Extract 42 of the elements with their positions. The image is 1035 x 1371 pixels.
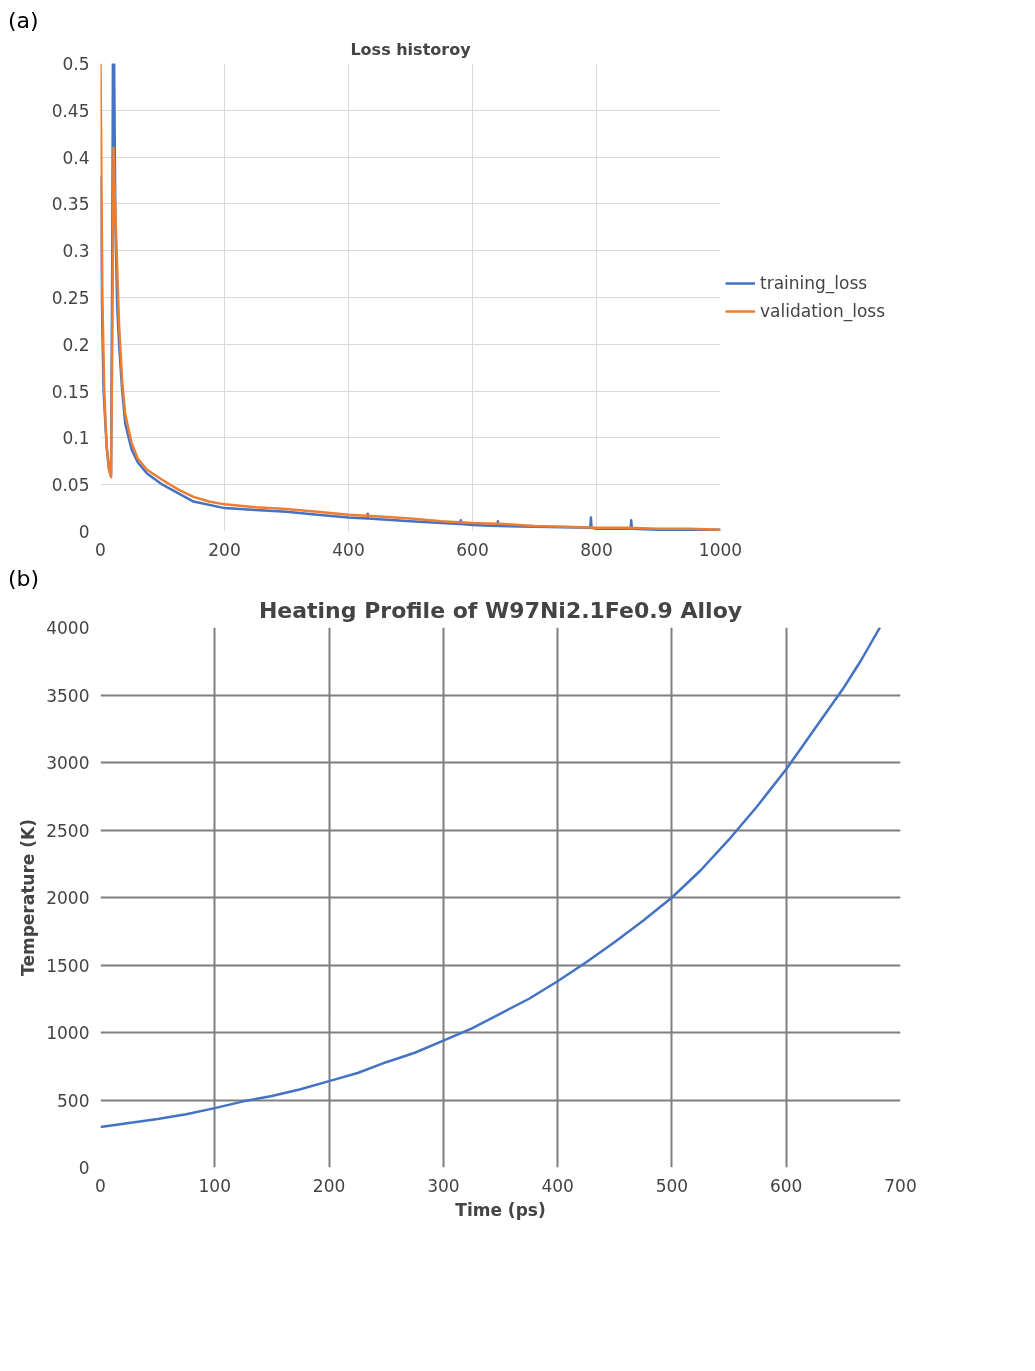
x-tick-label: 600 bbox=[456, 539, 489, 560]
x-tick-label: 200 bbox=[208, 539, 241, 560]
y-tick-label: 0 bbox=[78, 1158, 90, 1178]
y-tick-label: 0 bbox=[78, 522, 90, 542]
chart-title: Heating Profile of W97Ni2.1Fe0.9 Alloy bbox=[258, 597, 743, 623]
y-tick-label: 0.3 bbox=[62, 241, 90, 262]
x-tick-label: 400 bbox=[541, 1175, 574, 1196]
chart-title: Loss historoy bbox=[350, 39, 472, 59]
x-tick-label: 0 bbox=[95, 1175, 106, 1196]
y-tick-label: 0.4 bbox=[62, 147, 90, 168]
x-tick-label: 600 bbox=[769, 1175, 803, 1196]
x-tick-label: 0 bbox=[95, 539, 106, 560]
y-tick-label: 0.45 bbox=[51, 100, 90, 121]
y-tick-label: 3000 bbox=[46, 753, 90, 773]
x-tick-label: 500 bbox=[655, 1175, 689, 1196]
y-tick-label: 0.1 bbox=[62, 428, 90, 449]
y-tick-label: 0.05 bbox=[51, 475, 90, 496]
legend-label: validation_loss bbox=[760, 301, 886, 321]
text: (a) bbox=[8, 7, 39, 35]
x-axis-title: Time (ps) bbox=[455, 1199, 546, 1220]
x-tick-label: 1000 bbox=[698, 539, 743, 560]
y-axis-title: Temperature (K) bbox=[18, 819, 39, 976]
y-tick-label: 0.25 bbox=[51, 288, 90, 308]
y-tick-label: 0.5 bbox=[62, 54, 90, 74]
x-tick-label: 400 bbox=[332, 539, 365, 560]
x-tick-label: 700 bbox=[884, 1175, 917, 1196]
y-tick-label: 0.2 bbox=[62, 334, 90, 355]
y-tick-label: 2500 bbox=[46, 820, 90, 841]
x-tick-label: 100 bbox=[198, 1175, 232, 1196]
y-tick-label: 2000 bbox=[46, 888, 90, 908]
y-tick-label: 4000 bbox=[46, 618, 90, 638]
x-tick-label: 300 bbox=[427, 1175, 460, 1196]
x-tick-label: 200 bbox=[312, 1175, 346, 1196]
text: (b) bbox=[8, 565, 40, 593]
y-tick-label: 1000 bbox=[46, 1023, 90, 1043]
x-tick-label: 800 bbox=[580, 539, 613, 560]
y-tick-label: 1500 bbox=[46, 955, 90, 976]
y-tick-label: 0.15 bbox=[51, 381, 90, 402]
legend-label: training_loss bbox=[760, 273, 868, 293]
y-tick-label: 0.35 bbox=[51, 194, 90, 215]
y-tick-label: 3500 bbox=[46, 685, 90, 706]
y-tick-label: 500 bbox=[57, 1090, 90, 1111]
